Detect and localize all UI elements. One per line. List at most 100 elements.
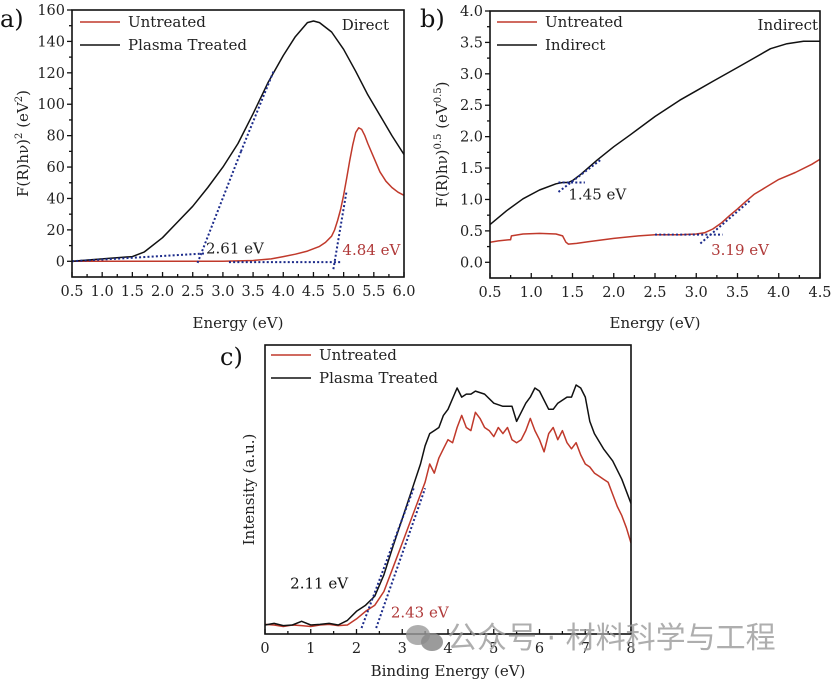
plot-frame bbox=[489, 10, 821, 279]
x-tick-label: 2.5 bbox=[181, 284, 204, 300]
x-tick-label: 1.5 bbox=[121, 284, 144, 300]
x-tick-label: 0.5 bbox=[60, 284, 83, 300]
x-tick-label: 4.5 bbox=[302, 284, 325, 300]
x-tick-label: 3 bbox=[398, 641, 407, 657]
x-axis-title: Energy (eV) bbox=[193, 314, 284, 332]
bandgap-annotation: 2.61 eV bbox=[206, 239, 265, 257]
x-tick-label: 1.0 bbox=[91, 284, 114, 300]
panel-label: c) bbox=[220, 343, 243, 371]
x-tick-label: 2.5 bbox=[643, 285, 666, 301]
y-axis-title-part: (eV bbox=[14, 101, 32, 132]
tangent-fit-line bbox=[557, 158, 602, 193]
y-tick-label: 0.5 bbox=[460, 224, 483, 240]
x-tick-label: 4 bbox=[443, 641, 452, 657]
y-tick-label: 60 bbox=[47, 160, 65, 176]
tangent-fit-line bbox=[332, 190, 348, 270]
y-axis-title-part: 2 bbox=[14, 133, 25, 139]
x-tick-label: 2.0 bbox=[602, 285, 625, 301]
corner-label: Indirect bbox=[758, 16, 818, 34]
x-tick-label: 2 bbox=[352, 641, 361, 657]
y-tick-label: 2.0 bbox=[460, 130, 483, 146]
y-tick-label: 140 bbox=[37, 34, 65, 50]
legend-label: Plasma Treated bbox=[319, 369, 438, 387]
panel-label: a) bbox=[0, 5, 24, 33]
series-line-untreated bbox=[72, 127, 404, 263]
corner-label: Direct bbox=[342, 16, 389, 34]
x-tick-label: 8 bbox=[626, 641, 635, 657]
x-tick-label: 0 bbox=[260, 641, 269, 657]
tangent-fit-line bbox=[375, 487, 427, 629]
tangent-fit-line bbox=[196, 150, 242, 264]
y-axis-title-part: ) bbox=[433, 81, 451, 87]
watermark-text: 公众号 · 材料科学与工程 bbox=[447, 621, 776, 656]
panel-label: b) bbox=[420, 5, 445, 33]
x-tick-label: 4.5 bbox=[808, 285, 831, 301]
y-axis-title: Intensity (a.u.) bbox=[240, 434, 258, 546]
series-line-untreated bbox=[265, 411, 631, 628]
x-tick-label: 0.5 bbox=[478, 285, 501, 301]
bandgap-annotation: 4.84 eV bbox=[342, 241, 401, 259]
y-tick-label: 4.0 bbox=[460, 4, 483, 20]
y-axis-title-part: ) bbox=[14, 90, 32, 96]
y-axis-title-part: 2 bbox=[14, 96, 25, 102]
x-tick-label: 1 bbox=[306, 641, 315, 657]
x-tick-label: 7 bbox=[581, 641, 590, 657]
series-line-plasma-treated bbox=[265, 384, 631, 627]
y-tick-label: 80 bbox=[47, 129, 65, 145]
y-axis-title: F(R)hν)0.5 (eV0.5) bbox=[433, 81, 451, 207]
x-axis-title: Energy (eV) bbox=[610, 314, 701, 332]
bandgap-annotation: 3.19 eV bbox=[711, 241, 770, 259]
legend-label: Untreated bbox=[319, 346, 397, 364]
y-axis-title-part: 0.5 bbox=[433, 134, 444, 150]
y-tick-label: 3.0 bbox=[460, 67, 483, 83]
tangent-fit-line bbox=[240, 69, 276, 152]
x-tick-label: 1.0 bbox=[520, 285, 543, 301]
y-tick-label: 2.5 bbox=[460, 98, 483, 114]
x-tick-label: 1.5 bbox=[561, 285, 584, 301]
legend-label: Plasma Treated bbox=[128, 36, 247, 54]
y-tick-label: 1.5 bbox=[460, 161, 483, 177]
y-axis-title-part: F(R)hν) bbox=[433, 149, 451, 207]
bandgap-annotation: 1.45 eV bbox=[568, 185, 627, 203]
series-line-untreated bbox=[490, 158, 820, 245]
tangent-fit-line bbox=[72, 252, 205, 263]
x-tick-label: 5.5 bbox=[362, 284, 385, 300]
y-tick-label: 1.0 bbox=[460, 192, 483, 208]
y-tick-label: 100 bbox=[37, 97, 65, 113]
tangent-fit-line bbox=[699, 199, 751, 245]
x-tick-label: 3.0 bbox=[211, 284, 234, 300]
panel-c-valence-band-xps: c) 0 1 2 3 4 5 6 7 8 Binding Energy (eV) Intensity … bbox=[220, 343, 636, 680]
y-tick-label: 20 bbox=[47, 223, 65, 239]
y-axis-title-part: F(R)hν) bbox=[14, 139, 32, 197]
y-tick-label: 160 bbox=[37, 3, 65, 19]
wechat-icon bbox=[406, 625, 443, 651]
x-tick-label: 3.5 bbox=[726, 285, 749, 301]
bandgap-annotation: 2.11 eV bbox=[290, 575, 349, 593]
x-tick-label: 4.0 bbox=[767, 285, 790, 301]
x-tick-label: 6.0 bbox=[392, 284, 415, 300]
x-tick-label: 3.0 bbox=[685, 285, 708, 301]
watermark: 公众号 · 材料科学与工程 bbox=[406, 621, 776, 656]
y-axis-title-part: 0.5 bbox=[433, 87, 444, 103]
x-tick-label: 3.5 bbox=[242, 284, 265, 300]
x-tick-label: 5 bbox=[489, 641, 498, 657]
bandgap-annotation: 2.43 eV bbox=[391, 603, 450, 621]
y-tick-label: 0 bbox=[56, 254, 65, 270]
y-tick-label: 0.0 bbox=[460, 255, 483, 271]
panel-b-indirect-bandgap: b) 0.5 1.0 1.5 2.0 2.5 3.0 3.5 4.0 4.5 0.0 0.5 1.0 1.… bbox=[420, 4, 832, 332]
legend-label: Indirect bbox=[545, 36, 605, 54]
x-tick-label: 2.0 bbox=[151, 284, 174, 300]
x-tick-label: 4.0 bbox=[272, 284, 295, 300]
legend-label: Untreated bbox=[128, 13, 206, 31]
x-axis-title: Binding Energy (eV) bbox=[371, 662, 526, 680]
panel-a-direct-bandgap: a) 0.5 1.0 1.5 2.0 2.5 3.0 3.5 4.0 4.5 5.0 5.5 6.0 0 2… bbox=[0, 3, 416, 332]
y-tick-label: 40 bbox=[47, 191, 65, 207]
y-tick-label: 120 bbox=[37, 66, 65, 82]
y-tick-label: 3.5 bbox=[460, 35, 483, 51]
y-axis-title-part: (eV bbox=[433, 102, 451, 133]
series-line-indirect bbox=[490, 40, 820, 226]
series-line-plasma-treated bbox=[72, 20, 404, 263]
x-tick-label: 5.0 bbox=[332, 284, 355, 300]
legend-label: Untreated bbox=[545, 13, 623, 31]
